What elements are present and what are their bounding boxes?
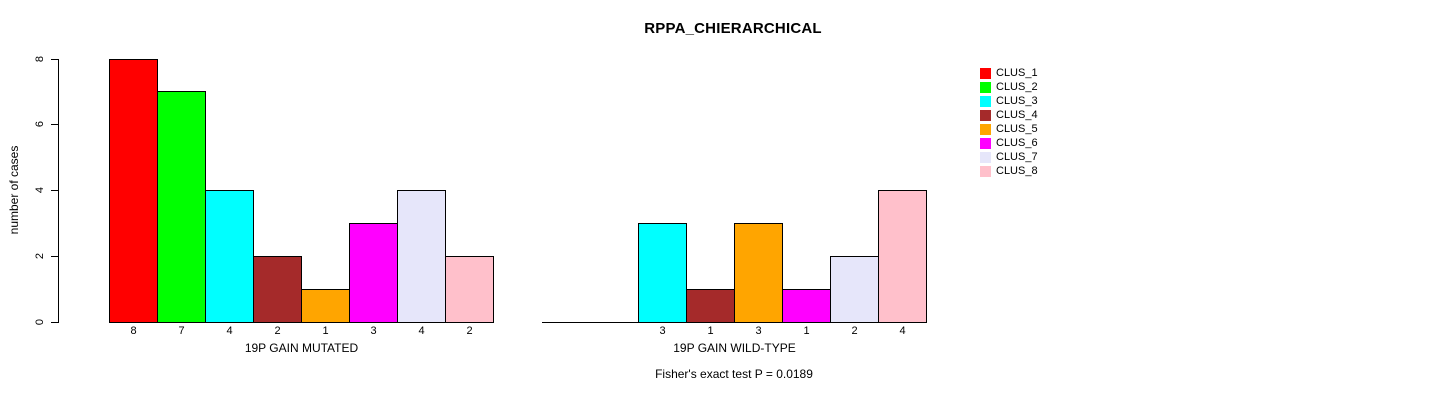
legend-item: CLUS_4 [980, 108, 1038, 122]
bar-count-label: 2 [851, 325, 858, 337]
bar-clus_7 [830, 256, 879, 323]
legend-item-label: CLUS_8 [996, 164, 1038, 177]
bar-clus_5 [301, 289, 350, 323]
legend-item-label: CLUS_7 [996, 150, 1038, 163]
bar-clus_1 [109, 59, 158, 323]
y-tick-mark [51, 190, 58, 191]
clus_6-swatch [980, 137, 991, 149]
y-tick-label: 8 [34, 55, 46, 63]
bar-count-label: 1 [322, 325, 329, 337]
y-axis-line [58, 59, 59, 323]
clus_4-swatch [980, 109, 991, 121]
y-tick-label: 4 [34, 186, 46, 194]
bar-count-label: 2 [274, 325, 281, 337]
clus_3-swatch [980, 95, 991, 107]
bar-count-label: 4 [899, 325, 906, 337]
bar-clus_3 [638, 223, 687, 323]
bar-count-label: 3 [755, 325, 762, 337]
clus_5-swatch [980, 123, 991, 135]
legend-item-label: CLUS_5 [996, 122, 1038, 135]
bar-clus_4 [686, 289, 735, 323]
legend-item: CLUS_8 [980, 164, 1038, 178]
clus_1-swatch [980, 67, 991, 79]
legend-item-label: CLUS_6 [996, 136, 1038, 149]
legend-item: CLUS_6 [980, 136, 1038, 150]
y-axis-label: number of cases [7, 145, 21, 235]
bar-count-label: 3 [370, 325, 377, 337]
clus_7-swatch [980, 151, 991, 163]
legend-item: CLUS_1 [980, 66, 1038, 80]
bar-count-label: 4 [226, 325, 233, 337]
bar-clus_4 [253, 256, 302, 323]
legend-item-label: CLUS_1 [996, 66, 1038, 79]
clus_2-swatch [980, 81, 991, 93]
chart-title: RPPA_CHIERARCHICAL [644, 20, 822, 37]
legend-item: CLUS_2 [980, 80, 1038, 94]
y-tick-mark [51, 322, 58, 323]
stat-annotation: Fisher's exact test P = 0.0189 [655, 367, 813, 381]
bar-clus_6 [782, 289, 831, 323]
bar-clus_5 [734, 223, 783, 323]
y-tick-mark [51, 59, 58, 60]
y-tick-label: 6 [34, 120, 46, 128]
legend-item: CLUS_7 [980, 150, 1038, 164]
y-tick-label: 2 [34, 252, 46, 260]
right-panel-xlabel: 19P GAIN WILD-TYPE [673, 341, 796, 355]
legend-item: CLUS_3 [980, 94, 1038, 108]
y-tick-label: 0 [34, 318, 46, 326]
bar-count-label: 2 [466, 325, 473, 337]
zero-bar-clus_1 [542, 322, 591, 323]
clus_8-swatch [980, 165, 991, 177]
bar-count-label: 3 [659, 325, 666, 337]
bar-count-label: 8 [130, 325, 137, 337]
legend: CLUS_1 CLUS_2 CLUS_3 CLUS_4 CLUS_5 CLUS_6 CLUS… [980, 66, 1038, 178]
y-tick-mark [51, 256, 58, 257]
legend-item-label: CLUS_3 [996, 94, 1038, 107]
legend-item-label: CLUS_4 [996, 108, 1038, 121]
legend-item-label: CLUS_2 [996, 80, 1038, 93]
bar-count-label: 4 [418, 325, 425, 337]
bar-count-label: 1 [803, 325, 810, 337]
bar-count-label: 1 [707, 325, 714, 337]
legend-item: CLUS_5 [980, 122, 1038, 136]
bar-clus_7 [397, 190, 446, 323]
bar-count-label: 7 [178, 325, 185, 337]
zero-bar-clus_2 [590, 322, 639, 323]
bar-clus_2 [157, 91, 206, 323]
y-tick-mark [51, 124, 58, 125]
bar-clus_8 [878, 190, 927, 323]
bar-clus_8 [445, 256, 494, 323]
bar-clus_6 [349, 223, 398, 323]
bar-clus_3 [205, 190, 254, 323]
left-panel-xlabel: 19P GAIN MUTATED [244, 341, 359, 355]
